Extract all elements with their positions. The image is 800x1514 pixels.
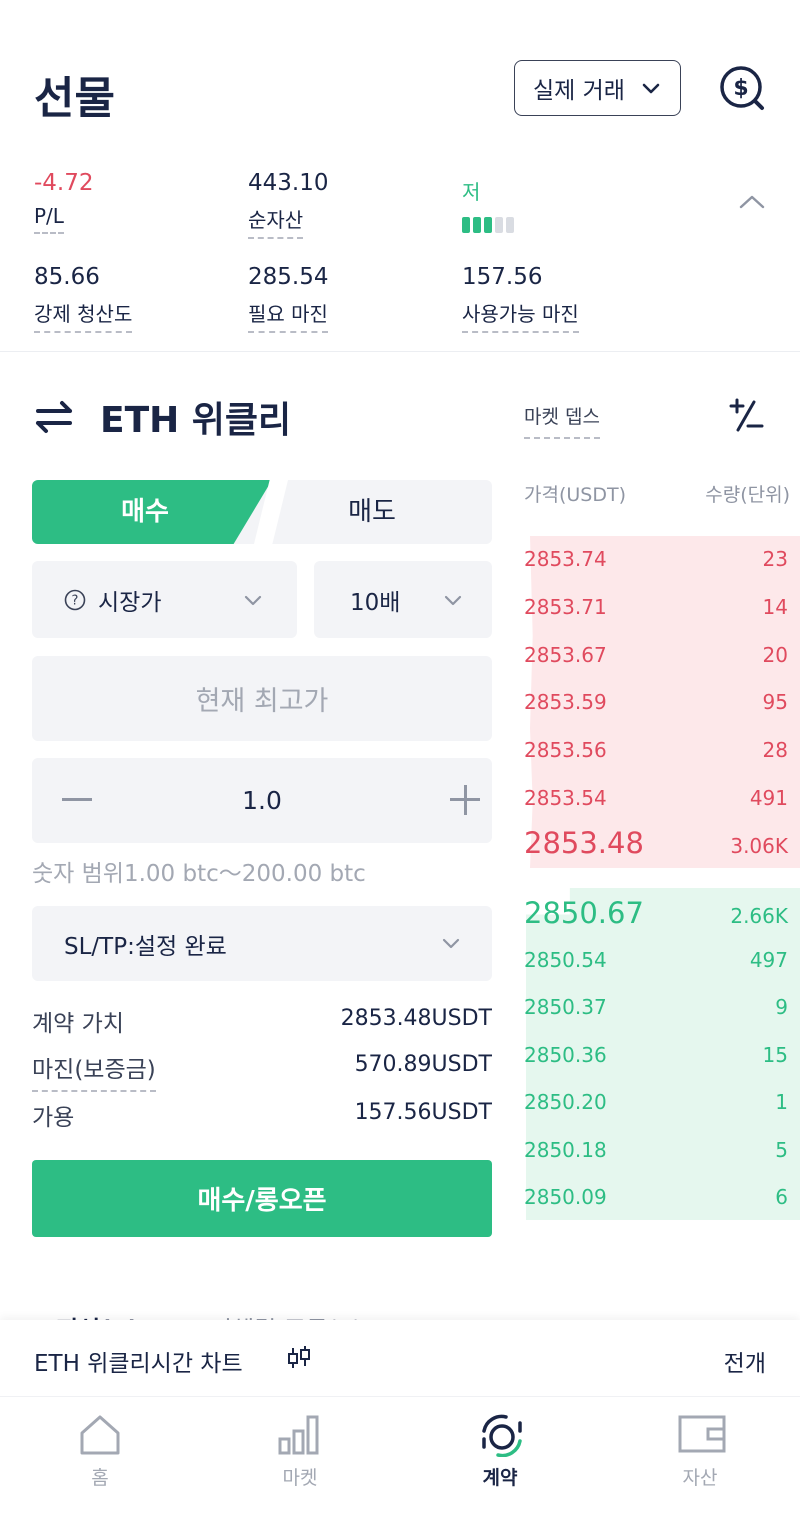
header: 선물 실제 거래 $ bbox=[0, 0, 800, 170]
bid-row[interactable]: 2850.54 497 bbox=[524, 948, 788, 972]
best-ask-row[interactable]: 2853.48 3.06K bbox=[524, 826, 788, 860]
chevron-down-icon bbox=[442, 938, 460, 949]
side-tabs: 매수 매도 bbox=[32, 480, 492, 544]
ask-row[interactable]: 2853.59 95 bbox=[524, 690, 788, 714]
ask-depth-bar bbox=[530, 536, 800, 868]
chart-bar[interactable]: ETH 위클리시간 차트 전개 bbox=[0, 1320, 800, 1396]
req-margin-stat: 285.54 필요 마진 bbox=[248, 264, 328, 333]
bid-row[interactable]: 2850.09 6 bbox=[524, 1185, 788, 1209]
svg-text:?: ? bbox=[72, 594, 79, 609]
nav-contract[interactable]: 계약 bbox=[400, 1397, 600, 1514]
ask-row[interactable]: 2853.56 28 bbox=[524, 738, 788, 762]
trading-mode-select[interactable]: 실제 거래 bbox=[514, 60, 681, 116]
page-title: 선물 bbox=[34, 73, 115, 124]
risk-level-bars bbox=[462, 217, 514, 233]
leverage-select[interactable]: 10배 bbox=[314, 561, 492, 638]
contract-value-row: 계약 가치 2853.48USDT bbox=[32, 1004, 492, 1037]
minus-icon[interactable] bbox=[62, 798, 92, 801]
ask-row[interactable]: 2853.54 491 bbox=[524, 786, 788, 810]
home-icon bbox=[80, 1415, 120, 1455]
avail-margin-stat: 157.56 사용가능 마진 bbox=[462, 264, 579, 333]
chart-title: ETH 위클리시간 차트 bbox=[34, 1351, 243, 1377]
price-header: 가격(USDT) bbox=[524, 484, 626, 506]
available-label: 가용 bbox=[32, 1105, 75, 1131]
avail-margin-value: 157.56 bbox=[462, 264, 543, 290]
net-assets-value: 443.10 bbox=[248, 170, 329, 196]
swap-icon bbox=[36, 401, 72, 433]
nav-home-label: 홈 bbox=[91, 1467, 109, 1489]
buy-long-button[interactable]: 매수/롱오픈 bbox=[32, 1160, 492, 1237]
quantity-range-hint: 숫자 범위1.00 btc～200.00 btc bbox=[32, 861, 366, 887]
bid-depth-bar bbox=[526, 888, 800, 1220]
chevron-down-icon bbox=[444, 595, 462, 606]
bid-row[interactable]: 2850.36 15 bbox=[524, 1043, 788, 1067]
margin-label[interactable]: 마진(보증금) bbox=[32, 1050, 156, 1092]
contract-icon bbox=[482, 1414, 522, 1457]
market-icon bbox=[278, 1415, 319, 1455]
avail-margin-label[interactable]: 사용가능 마진 bbox=[462, 298, 579, 333]
orderbook-header: 가격(USDT) 수량(단위) bbox=[524, 480, 790, 507]
nav-home[interactable]: 홈 bbox=[0, 1397, 200, 1514]
ask-row[interactable]: 2853.71 14 bbox=[524, 595, 788, 619]
margin-row: 마진(보증금) 570.89USDT bbox=[32, 1050, 492, 1092]
ask-row[interactable]: 2853.67 20 bbox=[524, 643, 788, 667]
order-type-value: 시장가 bbox=[98, 589, 162, 616]
account-stats: -4.72 P/L 443.10 순자산 저 85.66 강제 청산도 285.… bbox=[0, 160, 800, 352]
bid-row[interactable]: 2850.18 5 bbox=[524, 1138, 788, 1162]
wallet-icon bbox=[678, 1415, 726, 1453]
net-assets-label[interactable]: 순자산 bbox=[248, 204, 304, 239]
tab-sell[interactable]: 매도 bbox=[348, 497, 396, 527]
available-row: 가용 157.56USDT bbox=[32, 1098, 492, 1131]
pl-stat: -4.72 P/L bbox=[34, 170, 94, 234]
pl-value: -4.72 bbox=[34, 170, 94, 196]
risk-value: 저 bbox=[462, 180, 481, 204]
req-margin-value: 285.54 bbox=[248, 264, 329, 290]
best-bid-row[interactable]: 2850.67 2.66K bbox=[524, 896, 788, 930]
bid-row[interactable]: 2850.37 9 bbox=[524, 995, 788, 1019]
symbol-selector[interactable]: ETH 위클리 bbox=[34, 392, 291, 442]
tab-buy[interactable]: 매수 bbox=[121, 497, 169, 527]
quantity-value[interactable]: 1.0 bbox=[242, 786, 282, 815]
quantity-stepper[interactable]: 1.0 bbox=[32, 758, 492, 843]
sltp-select[interactable]: SL/TP:설정 완료 bbox=[32, 906, 492, 981]
chevron-down-icon bbox=[642, 83, 660, 94]
chevron-down-icon bbox=[244, 595, 262, 606]
nav-market-label: 마켓 bbox=[282, 1467, 318, 1489]
candlestick-icon bbox=[288, 1346, 310, 1368]
nav-assets-label: 자산 bbox=[682, 1467, 718, 1489]
market-depth-link[interactable]: 마켓 뎁스 bbox=[524, 402, 600, 439]
liq-label[interactable]: 강제 청산도 bbox=[34, 298, 133, 333]
trading-mode-label: 실제 거래 bbox=[533, 78, 625, 104]
ask-row[interactable]: 2853.74 23 bbox=[524, 547, 788, 571]
sltp-value: SL/TP:설정 완료 bbox=[64, 933, 227, 960]
nav-contract-label: 계약 bbox=[482, 1467, 518, 1489]
price-input[interactable]: 현재 최고가 bbox=[32, 656, 492, 741]
nav-market[interactable]: 마켓 bbox=[200, 1397, 400, 1514]
price-placeholder: 현재 최고가 bbox=[195, 686, 329, 717]
pl-label[interactable]: P/L bbox=[34, 204, 64, 234]
bottom-nav: 홈 마켓 계약 자산 bbox=[0, 1396, 800, 1514]
req-margin-label[interactable]: 필요 마진 bbox=[248, 298, 328, 333]
svg-text:$: $ bbox=[733, 76, 748, 101]
contract-value: 2853.48USDT bbox=[340, 1006, 492, 1031]
margin-value: 570.89USDT bbox=[354, 1052, 492, 1077]
help-circle-icon[interactable]: ? bbox=[64, 589, 86, 611]
liq-stat: 85.66 강제 청산도 bbox=[34, 264, 133, 333]
liq-value: 85.66 bbox=[34, 264, 100, 290]
plus-minus-icon[interactable] bbox=[728, 398, 764, 434]
leverage-value: 10배 bbox=[350, 589, 401, 616]
chevron-up-icon[interactable] bbox=[736, 190, 768, 214]
net-assets-stat: 443.10 순자산 bbox=[248, 170, 328, 239]
dollar-search-icon[interactable]: $ bbox=[718, 64, 766, 112]
available-value: 157.56USDT bbox=[354, 1100, 492, 1125]
contract-value-label: 계약 가치 bbox=[32, 1011, 124, 1037]
symbol-name: ETH 위클리 bbox=[100, 400, 292, 441]
bid-row[interactable]: 2850.20 1 bbox=[524, 1090, 788, 1114]
qty-header: 수량(단위) bbox=[705, 484, 790, 506]
plus-icon[interactable] bbox=[450, 784, 480, 815]
risk-stat: 저 bbox=[462, 176, 514, 233]
expand-button[interactable]: 전개 bbox=[723, 1351, 766, 1377]
order-type-select[interactable]: ? 시장가 bbox=[32, 561, 297, 638]
nav-assets[interactable]: 자산 bbox=[600, 1397, 800, 1514]
